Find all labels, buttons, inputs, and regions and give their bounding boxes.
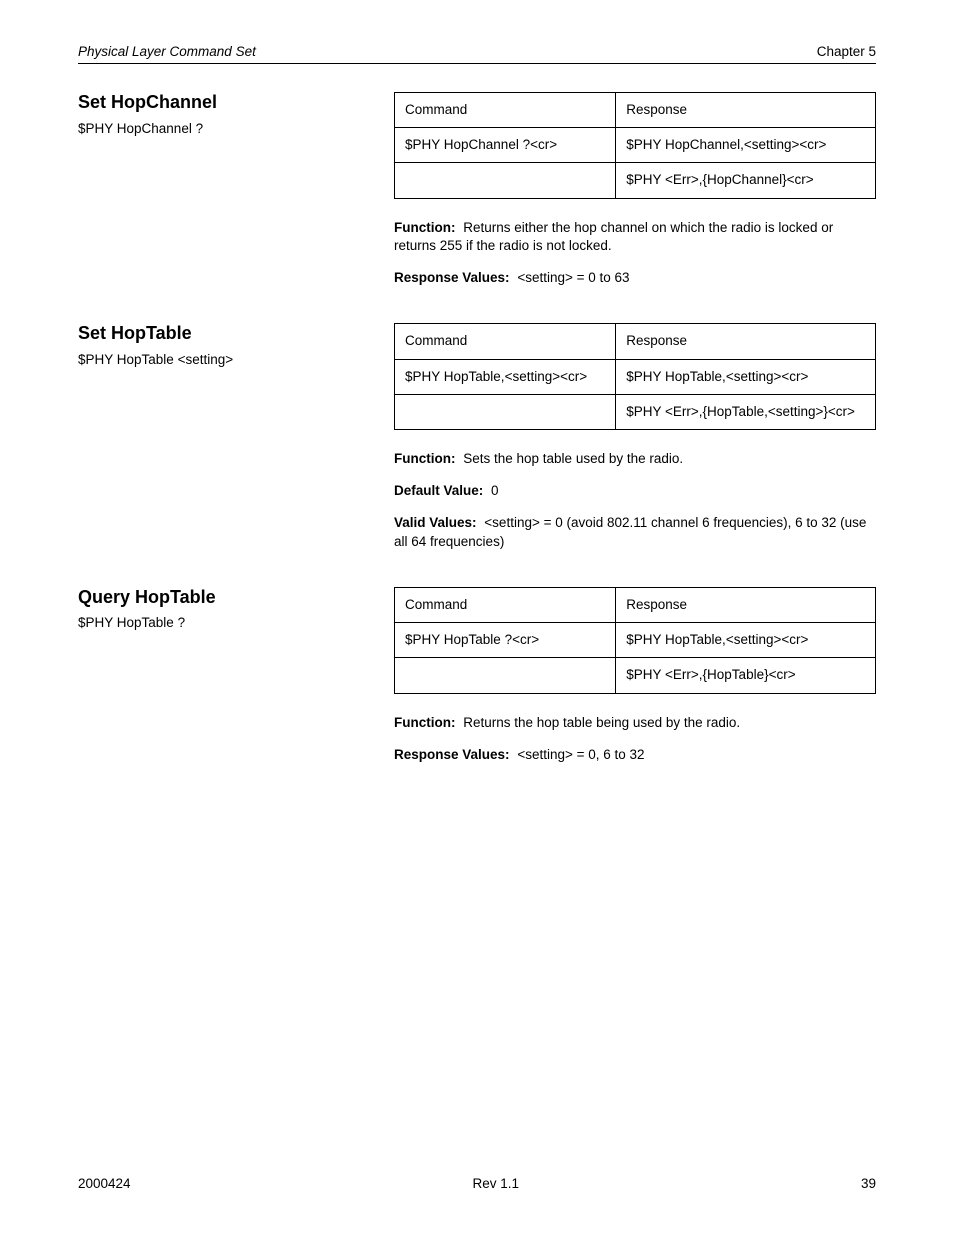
field-label: Function:: [394, 451, 459, 466]
section-left: Set HopTable $PHY HopTable <setting>: [78, 323, 394, 369]
section-right: CommandResponse$PHY HopTable ?<cr>$PHY H…: [394, 587, 876, 764]
field-text: Returns the hop table being used by the …: [459, 715, 740, 730]
header-right: Chapter 5: [817, 44, 876, 59]
command-heading: Set HopChannel: [78, 92, 378, 114]
table-cell: $PHY <Err>,{HopTable,<setting>}<cr>: [616, 394, 876, 429]
table-row: $PHY <Err>,{HopChannel}<cr>: [395, 163, 876, 198]
section-right: CommandResponse$PHY HopTable,<setting><c…: [394, 323, 876, 551]
table-row: CommandResponse: [395, 587, 876, 622]
command-table: CommandResponse$PHY HopTable,<setting><c…: [394, 323, 876, 430]
table-cell: Command: [395, 587, 616, 622]
field-label: Default Value:: [394, 483, 487, 498]
table-cell: [395, 163, 616, 198]
table-cell: $PHY HopTable ?<cr>: [395, 623, 616, 658]
page: Physical Layer Command Set Chapter 5 Set…: [0, 0, 954, 764]
command-syntax: $PHY HopChannel ?: [78, 120, 378, 138]
field-text: Returns either the hop channel on which …: [394, 220, 833, 253]
table-cell: Command: [395, 93, 616, 128]
header-rule: [78, 63, 876, 64]
description-paragraph: Function: Returns either the hop channel…: [394, 219, 876, 255]
command-table: CommandResponse$PHY HopTable ?<cr>$PHY H…: [394, 587, 876, 694]
page-footer: 2000424 Rev 1.1 39: [78, 1176, 876, 1191]
table-cell: Response: [616, 324, 876, 359]
field-text: <setting> = 0, 6 to 32: [514, 747, 645, 762]
command-section: Set HopTable $PHY HopTable <setting> Comma…: [78, 323, 876, 551]
table-cell: $PHY HopChannel,<setting><cr>: [616, 128, 876, 163]
table-cell: Response: [616, 587, 876, 622]
field-label: Valid Values:: [394, 515, 481, 530]
field-label: Function:: [394, 220, 459, 235]
header-left: Physical Layer Command Set: [78, 44, 256, 59]
table-cell: Command: [395, 324, 616, 359]
description-paragraph: Function: Returns the hop table being us…: [394, 714, 876, 732]
footer-doc-id: 2000424: [78, 1176, 131, 1191]
table-cell: $PHY HopChannel ?<cr>: [395, 128, 616, 163]
table-cell: $PHY <Err>,{HopTable}<cr>: [616, 658, 876, 693]
page-header: Physical Layer Command Set Chapter 5: [78, 44, 876, 59]
footer-page: 39: [861, 1176, 876, 1191]
table-row: $PHY HopTable ?<cr>$PHY HopTable,<settin…: [395, 623, 876, 658]
description-paragraph: Response Values: <setting> = 0, 6 to 32: [394, 746, 876, 764]
table-row: $PHY HopTable,<setting><cr>$PHY HopTable…: [395, 359, 876, 394]
table-row: CommandResponse: [395, 324, 876, 359]
field-label: Function:: [394, 715, 459, 730]
table-row: $PHY <Err>,{HopTable,<setting>}<cr>: [395, 394, 876, 429]
footer-rev: Rev 1.1: [473, 1176, 520, 1191]
table-cell: $PHY HopTable,<setting><cr>: [616, 359, 876, 394]
field-text: <setting> = 0 to 63: [514, 270, 630, 285]
description-paragraph: Valid Values: <setting> = 0 (avoid 802.1…: [394, 514, 876, 550]
table-row: CommandResponse: [395, 93, 876, 128]
table-cell: [395, 394, 616, 429]
command-syntax: $PHY HopTable ?: [78, 614, 378, 632]
command-heading: Query HopTable: [78, 587, 378, 609]
section-left: Set HopChannel $PHY HopChannel ?: [78, 92, 394, 138]
table-row: $PHY HopChannel ?<cr>$PHY HopChannel,<se…: [395, 128, 876, 163]
table-cell: Response: [616, 93, 876, 128]
table-row: $PHY <Err>,{HopTable}<cr>: [395, 658, 876, 693]
description-paragraph: Response Values: <setting> = 0 to 63: [394, 269, 876, 287]
table-cell: $PHY <Err>,{HopChannel}<cr>: [616, 163, 876, 198]
description-paragraph: Function: Sets the hop table used by the…: [394, 450, 876, 468]
table-cell: $PHY HopTable,<setting><cr>: [395, 359, 616, 394]
field-text: 0: [487, 483, 498, 498]
section-left: Query HopTable $PHY HopTable ?: [78, 587, 394, 633]
command-section: Query HopTable$PHY HopTable ?CommandResp…: [78, 587, 876, 764]
command-heading: Set HopTable: [78, 323, 378, 345]
table-cell: [395, 658, 616, 693]
field-label: Response Values:: [394, 270, 514, 285]
field-text: Sets the hop table used by the radio.: [459, 451, 683, 466]
field-label: Response Values:: [394, 747, 514, 762]
command-syntax: $PHY HopTable <setting>: [78, 351, 378, 369]
command-table: CommandResponse$PHY HopChannel ?<cr>$PHY…: [394, 92, 876, 199]
description-paragraph: Default Value: 0: [394, 482, 876, 500]
command-section: Set HopChannel$PHY HopChannel ?CommandRe…: [78, 92, 876, 287]
section-right: CommandResponse$PHY HopChannel ?<cr>$PHY…: [394, 92, 876, 287]
table-cell: $PHY HopTable,<setting><cr>: [616, 623, 876, 658]
sections-container: Set HopChannel$PHY HopChannel ?CommandRe…: [78, 92, 876, 764]
